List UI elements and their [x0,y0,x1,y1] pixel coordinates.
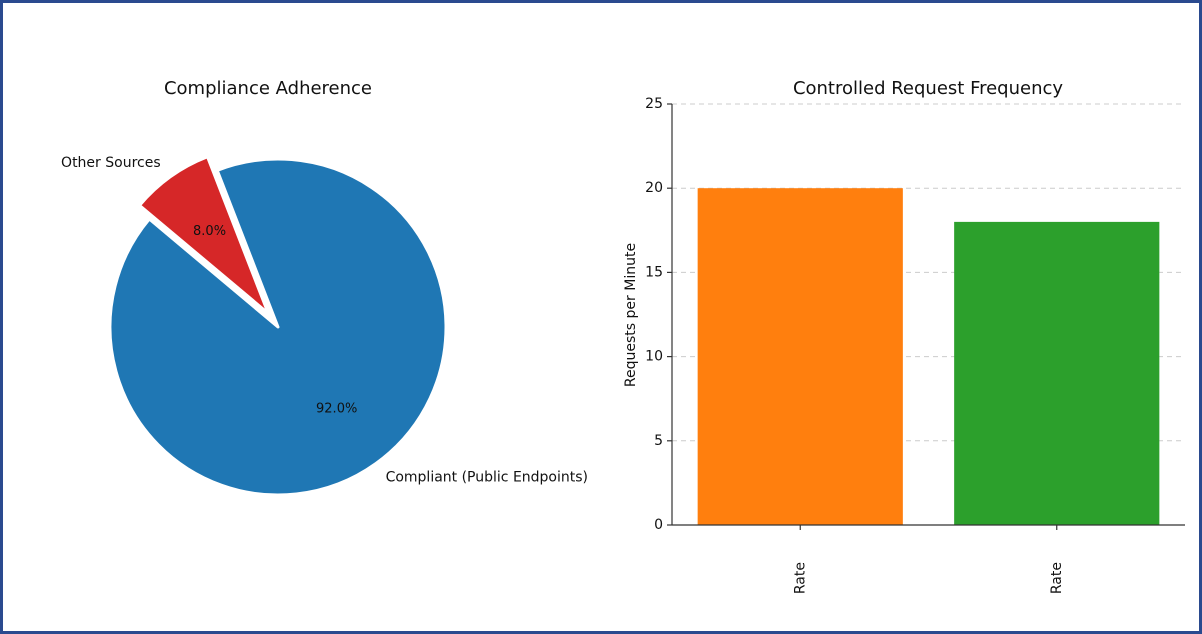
y-tick-label: 25 [645,96,663,112]
y-tick-label: 0 [654,517,663,533]
y-tick-label: 20 [645,180,663,196]
x-tick-label: Rate [1049,562,1065,594]
slice-percent: 8.0% [193,224,226,239]
pie-title: Compliance Adherence [164,78,372,99]
bar-title: Controlled Request Frequency [793,78,1063,99]
pie-slice [108,157,448,497]
y-tick-label: 5 [654,433,663,449]
slice-percent: 92.0% [316,401,357,416]
slice-label: Other Sources [61,155,161,171]
y-axis-label: Requests per Minute [623,243,639,387]
bar [697,188,903,525]
bar [954,221,1160,525]
slice-label: Compliant (Public Endpoints) [386,469,588,485]
pie-slice [138,155,270,315]
y-tick-label: 15 [645,264,663,280]
x-tick-label: Rate [792,562,808,594]
y-tick-label: 10 [645,349,663,365]
